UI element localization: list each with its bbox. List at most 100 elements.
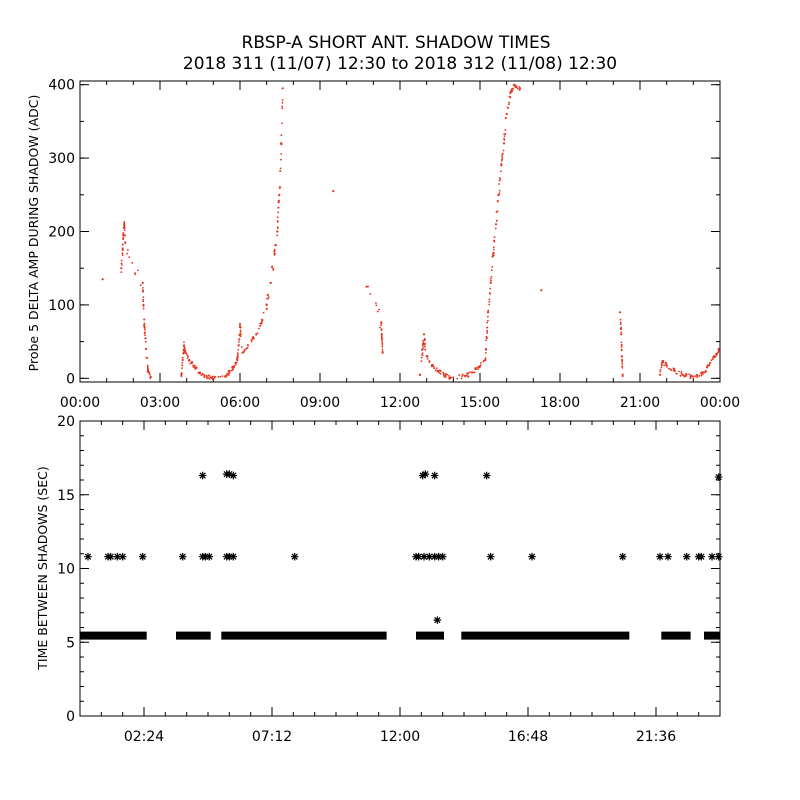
top-data-point [142, 298, 145, 301]
top-data-point [272, 267, 275, 270]
top-data-point [280, 158, 282, 161]
bottom-data-point [205, 552, 214, 561]
top-data-point [122, 236, 125, 239]
top-data-point [122, 233, 125, 236]
top-data-point [489, 287, 492, 290]
top-data-point [274, 252, 276, 255]
top-data-point [513, 83, 516, 86]
top-data-point [503, 139, 506, 141]
top-data-point [620, 348, 623, 351]
top-data-point [122, 243, 124, 246]
top-data-point [685, 373, 688, 376]
top-data-point [710, 359, 713, 361]
top-data-point [712, 356, 714, 359]
top-data-point [208, 375, 211, 377]
top-data-point [485, 336, 488, 340]
bottom-y-tick-label: 15 [57, 488, 75, 504]
top-data-point [422, 339, 424, 342]
top-data-point [696, 375, 699, 378]
top-data-point [276, 221, 279, 223]
top-data-point [433, 366, 435, 368]
top-data-point [250, 340, 253, 343]
top-data-point [127, 249, 129, 251]
bottom-baseline-markers [416, 631, 444, 640]
top-data-point [379, 326, 381, 329]
top-data-point [620, 333, 623, 336]
top-data-point [228, 369, 231, 372]
top-data-point [145, 347, 148, 351]
top-data-point [277, 211, 280, 214]
top-data-point [380, 324, 382, 327]
top-data-point [120, 262, 123, 265]
top-data-point [144, 340, 147, 343]
top-data-point [665, 361, 667, 364]
top-data-point [618, 311, 622, 314]
top-data-point [421, 352, 424, 354]
top-data-point [444, 374, 447, 377]
top-data-point [143, 318, 146, 321]
top-data-point [281, 101, 284, 104]
bottom-data-point [229, 552, 238, 561]
top-data-point [121, 252, 124, 255]
top-data-point [716, 353, 719, 356]
top-data-point [180, 372, 183, 375]
bottom-data-point [618, 552, 627, 561]
top-data-point [139, 284, 142, 287]
top-data-point [505, 116, 507, 119]
top-data-point [500, 170, 502, 173]
top-data-point [680, 371, 683, 373]
bottom-data-point [225, 470, 234, 478]
top-data-point [101, 278, 104, 281]
top-x-tick-label: 06:00 [220, 395, 260, 411]
bottom-data-point [430, 552, 439, 561]
top-data-point [678, 370, 680, 373]
top-data-point [214, 375, 217, 378]
top-data-point [663, 364, 666, 367]
top-data-point [380, 332, 383, 335]
top-data-point [446, 373, 449, 376]
top-data-point [484, 357, 487, 359]
bottom-baseline-markers [176, 631, 211, 640]
top-data-point [665, 364, 668, 367]
top-data-point [183, 347, 186, 350]
top-x-tick-label: 21:00 [620, 395, 660, 411]
top-data-point [692, 377, 695, 380]
top-y-tick-label: 400 [48, 78, 75, 94]
top-data-point [438, 371, 440, 374]
top-data-point [424, 345, 426, 348]
top-data-point [277, 199, 280, 202]
top-data-point [442, 371, 445, 374]
top-data-point [239, 333, 242, 336]
bottom-y-tick-label: 10 [57, 562, 75, 578]
top-data-point [503, 135, 506, 138]
bottom-data-point [414, 552, 423, 561]
top-data-point [375, 304, 378, 307]
top-data-point [236, 355, 239, 358]
top-data-point [262, 311, 265, 314]
top-data-point [238, 338, 241, 341]
top-data-point [420, 356, 423, 359]
bottom-data-point [418, 471, 427, 480]
top-data-point [146, 364, 149, 367]
top-data-point [239, 331, 242, 333]
top-data-point [507, 107, 510, 109]
top-data-point [376, 310, 379, 313]
bottom-data-point [708, 552, 716, 561]
top-data-point [620, 341, 623, 344]
top-data-point [493, 248, 495, 251]
top-data-point [149, 373, 151, 376]
top-data-point [281, 87, 284, 90]
top-data-point [688, 373, 691, 376]
top-data-point [199, 372, 201, 375]
bottom-y-axis-label: TIME BETWEEN SHADOWS (SEC) [35, 466, 50, 671]
top-data-point [149, 375, 152, 378]
top-data-point [486, 329, 488, 332]
top-data-point [203, 376, 206, 378]
top-data-point [142, 289, 144, 292]
top-data-point [500, 159, 503, 162]
top-data-point [276, 230, 279, 233]
top-data-point [491, 265, 494, 268]
top-data-point [620, 346, 623, 348]
top-data-point [621, 362, 624, 365]
